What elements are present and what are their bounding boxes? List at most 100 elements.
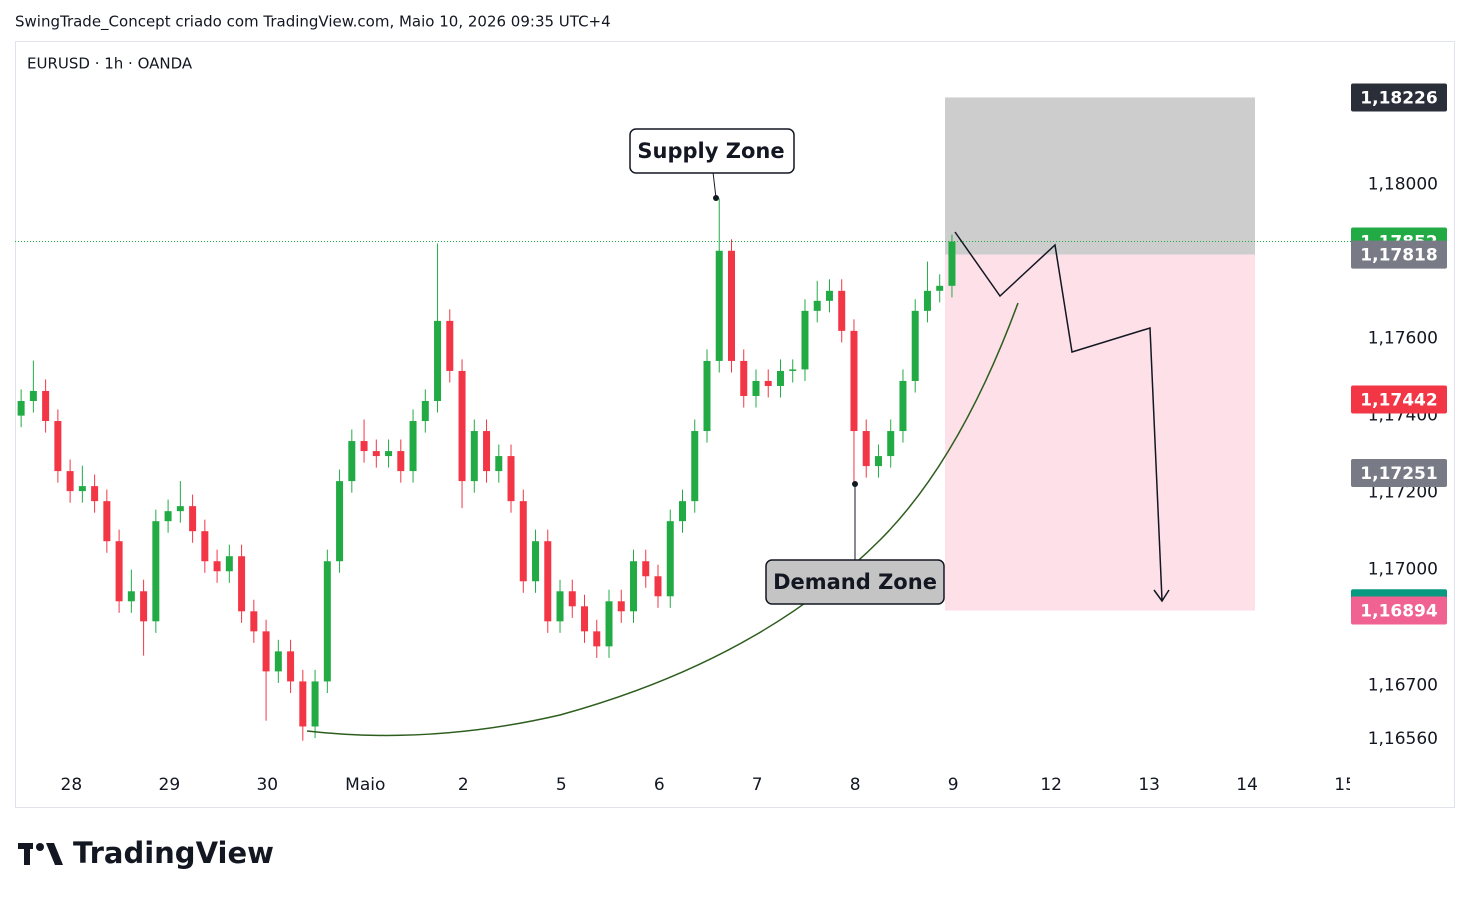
y-tick-label: 1,16700 bbox=[1368, 675, 1438, 695]
candle-body bbox=[691, 431, 699, 502]
candle-body bbox=[360, 441, 368, 452]
candle-body bbox=[262, 631, 270, 672]
demand-dot bbox=[852, 481, 858, 487]
candle-body bbox=[54, 421, 62, 472]
candle-body bbox=[397, 451, 405, 472]
candle-body bbox=[225, 556, 233, 572]
price-tag-label: 1,17442 bbox=[1360, 390, 1437, 410]
candle-body bbox=[532, 541, 540, 582]
candle-body bbox=[507, 456, 515, 502]
supply-label: Supply Zone bbox=[637, 139, 784, 163]
price-tag bbox=[1351, 240, 1447, 269]
supply-box bbox=[629, 128, 795, 174]
candle-body bbox=[470, 431, 478, 482]
candle-body bbox=[201, 531, 209, 562]
price-tag bbox=[1351, 83, 1447, 112]
price-tag bbox=[1351, 459, 1447, 488]
candles bbox=[17, 198, 956, 741]
candle-body bbox=[434, 320, 442, 401]
candle-body bbox=[948, 241, 956, 286]
candle-body bbox=[544, 541, 552, 622]
candle-body bbox=[103, 501, 111, 542]
supply-dot bbox=[713, 195, 719, 201]
candle-body bbox=[323, 561, 331, 682]
candle-body bbox=[29, 390, 37, 401]
candle-body bbox=[385, 451, 393, 457]
x-tick-label: 6 bbox=[654, 775, 665, 795]
candle-body bbox=[825, 290, 833, 301]
price-tag-label: 1,18226 bbox=[1360, 88, 1437, 108]
candle-body bbox=[838, 290, 846, 331]
candle-body bbox=[776, 370, 784, 386]
candle-body bbox=[238, 556, 246, 612]
candle-body bbox=[458, 370, 466, 482]
candle-body bbox=[250, 611, 258, 632]
candle-body bbox=[789, 369, 797, 371]
candle-body bbox=[899, 380, 907, 432]
x-tick-label: 9 bbox=[948, 775, 959, 795]
candle-body bbox=[642, 561, 650, 577]
candle-body bbox=[936, 285, 944, 291]
candle-body bbox=[581, 606, 589, 632]
x-tick-label: 30 bbox=[256, 775, 278, 795]
x-tick-label: 7 bbox=[752, 775, 763, 795]
candle-body bbox=[336, 481, 344, 562]
candle-body bbox=[850, 330, 858, 432]
supply-pointer bbox=[712, 171, 717, 199]
candle-body bbox=[140, 591, 148, 622]
x-tick-label: 15 bbox=[1334, 775, 1356, 795]
candle-body bbox=[164, 511, 172, 522]
candle-body bbox=[287, 651, 295, 682]
candle-body bbox=[801, 310, 809, 370]
price-tag-label: 1,17251 bbox=[1360, 464, 1437, 484]
candle-body bbox=[679, 501, 686, 522]
x-tick-label: 29 bbox=[159, 775, 181, 795]
y-tick-label: 1,16560 bbox=[1368, 729, 1438, 749]
candle-body bbox=[813, 300, 821, 311]
candle-body bbox=[887, 431, 895, 457]
candle-body bbox=[666, 521, 674, 597]
candle-body bbox=[617, 601, 625, 612]
x-tick-label: 8 bbox=[850, 775, 861, 795]
candle-body bbox=[568, 591, 576, 607]
x-tick-label: 5 bbox=[556, 775, 567, 795]
logo-slash bbox=[46, 843, 63, 865]
candle-body bbox=[483, 431, 491, 472]
x-tick-label: 14 bbox=[1236, 775, 1258, 795]
candle-body bbox=[421, 400, 429, 422]
logo-dot bbox=[36, 843, 44, 851]
candle-body bbox=[605, 601, 613, 647]
candle-body bbox=[519, 501, 527, 582]
candle-body bbox=[495, 456, 503, 472]
candle-body bbox=[409, 421, 417, 472]
logo: TradingView bbox=[18, 836, 274, 870]
candle-body bbox=[556, 591, 564, 622]
candle-body bbox=[127, 591, 135, 602]
candle-body bbox=[703, 360, 711, 432]
candle-body bbox=[91, 486, 99, 502]
candle-body bbox=[176, 506, 184, 512]
price-tag bbox=[1351, 596, 1447, 625]
x-tick-label: 28 bbox=[61, 775, 83, 795]
x-tick-label: 13 bbox=[1138, 775, 1160, 795]
candle-body bbox=[727, 250, 735, 361]
risk-zone bbox=[945, 97, 1255, 255]
projection-path bbox=[954, 231, 1170, 603]
candle-body bbox=[299, 681, 307, 727]
candle-body bbox=[213, 561, 221, 572]
candle-body bbox=[446, 320, 454, 371]
y-tick-label: 1,18000 bbox=[1368, 175, 1438, 195]
candle-body bbox=[593, 631, 601, 647]
y-tick-label: 1,17200 bbox=[1368, 483, 1438, 503]
target-zone bbox=[945, 254, 1255, 611]
curve-drawing bbox=[306, 302, 1019, 737]
candle-body bbox=[115, 541, 123, 602]
candle-body bbox=[654, 576, 662, 597]
price-tag-label: 1,17818 bbox=[1360, 246, 1437, 266]
candle-body bbox=[715, 250, 723, 361]
x-tick-label: Maio bbox=[345, 775, 385, 795]
candle-body bbox=[78, 486, 86, 492]
candle-body bbox=[42, 390, 50, 422]
